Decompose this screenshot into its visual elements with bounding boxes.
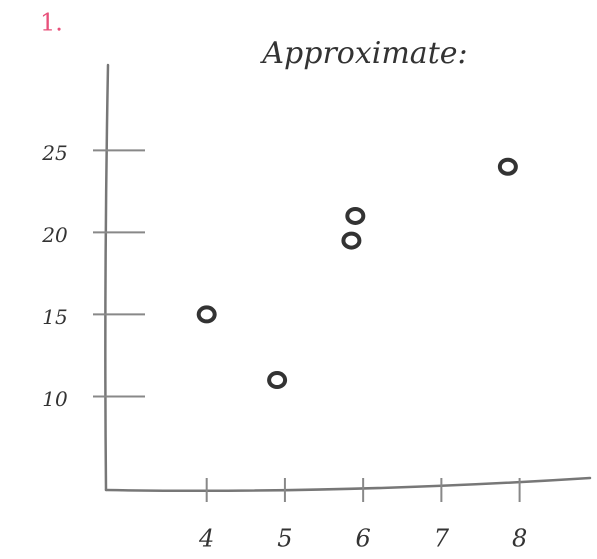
point [347,209,363,223]
point [343,234,359,248]
x-tick-label: 7 [434,525,450,553]
y-tick-label: 20 [41,223,68,247]
point [500,160,516,174]
y-tick-label: 25 [41,141,67,165]
problem-number: 1. [40,9,63,37]
y-axis [105,65,108,490]
x-tick-label: 6 [356,525,371,553]
x-tick-label: 8 [512,525,527,553]
y-tick-label: 15 [42,305,67,329]
chart-title: Approximate: [259,36,467,71]
chart: 1. Approximate: 10 15 20 25 4 5 6 7 8 [0,0,597,559]
y-tick-label: 10 [42,387,68,411]
point [269,373,285,387]
point [199,307,215,321]
x-tick-label: 5 [277,525,292,553]
x-axis [106,478,590,491]
x-tick-label: 4 [198,525,214,553]
